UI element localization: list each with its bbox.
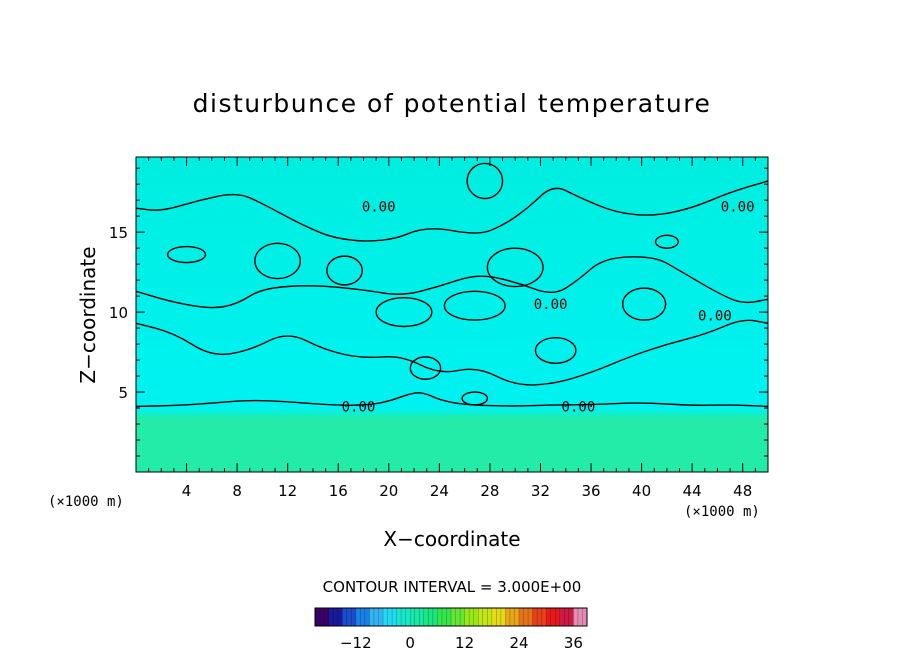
x-tick-label: 44 (683, 482, 702, 500)
colorbar-swatch (342, 608, 357, 626)
contour-lines (136, 162, 768, 408)
colorbar-swatch (369, 608, 384, 626)
contour-label-1: 0.00 (562, 399, 596, 415)
contour-closed-1 (326, 255, 363, 286)
colorbar-swatch (423, 608, 438, 626)
x-tick-label: 12 (278, 482, 297, 500)
x-tick-label: 24 (430, 482, 449, 500)
y-tick-label: 15 (109, 224, 128, 242)
contour-label-3: 0.00 (698, 308, 732, 324)
colorbar-swatch (396, 608, 411, 626)
contour-closed-10 (461, 391, 489, 406)
colorbar-tick-label: −12 (340, 634, 372, 652)
contour-interval-text: CONTOUR INTERVAL = 3.000E+00 (323, 578, 582, 596)
colorbar-swatch (451, 608, 466, 626)
colorbar-swatch (410, 608, 425, 626)
colorbar-swatch (532, 608, 547, 626)
colorbar-swatch (383, 608, 398, 626)
colorbar-swatch (478, 608, 493, 626)
x-axis-label: X−coordinate (383, 527, 520, 551)
contour-closed-4 (486, 247, 544, 288)
colorbar-swatch (437, 608, 452, 626)
contour-closed-6 (621, 287, 667, 321)
x-tick-label: 16 (329, 482, 348, 500)
contour-closed-9 (409, 356, 442, 380)
x-tick-label: 32 (531, 482, 550, 500)
x-tick-label: 4 (182, 482, 192, 500)
colorbar-swatch (464, 608, 479, 626)
contour-closed-5 (534, 336, 577, 364)
colorbar-frame (314, 607, 588, 627)
contour-closed-0 (254, 242, 302, 280)
contour-labels: 0.00 0.00 0.00 0.00 0.00 0.00 (342, 200, 755, 416)
y-tick-label: 5 (118, 384, 128, 402)
x-tick-label: 40 (632, 482, 651, 500)
y-tick-label: 10 (109, 304, 128, 322)
colorbar-tick-label: 36 (564, 634, 583, 652)
colorbar-swatch (328, 608, 343, 626)
contour-line-2 (136, 256, 768, 309)
contour-label-2: 0.00 (534, 297, 568, 313)
x-unit-left: (×1000 m) (48, 494, 124, 510)
x-tick-label: 20 (379, 482, 398, 500)
colorbar-tick-label: 24 (509, 634, 528, 652)
x-tick-label: 28 (480, 482, 499, 500)
contour-label-0: 0.00 (342, 399, 376, 415)
colorbar-swatch (573, 608, 588, 626)
colorbar-swatch (519, 608, 534, 626)
contour-closed-3 (443, 290, 506, 321)
colorbar-swatch (315, 608, 330, 626)
x-tick-label: 8 (232, 482, 242, 500)
contour-label-4: 0.00 (362, 200, 396, 216)
contour-line-3 (136, 319, 768, 386)
colorbar-swatch (355, 608, 370, 626)
contour-closed-2 (375, 297, 433, 328)
contour-closed-11 (654, 234, 679, 249)
colorbar-swatch (491, 608, 506, 626)
colorbar-labels: −12 0 12 24 36 (340, 634, 583, 652)
contour-line-0 (136, 392, 768, 408)
contour-label-5: 0.00 (721, 200, 755, 216)
colorbar (314, 607, 588, 627)
colorbar-tick-label: 12 (455, 634, 474, 652)
contour-closed-8 (166, 245, 207, 264)
colorbar-swatch (546, 608, 561, 626)
axis-ticks (136, 157, 768, 472)
colorbar-tick-label: 0 (405, 634, 415, 652)
colorbar-swatch (559, 608, 574, 626)
contour-closed-7 (466, 162, 504, 200)
x-tick-label: 48 (733, 482, 752, 500)
chart-title: disturbunce of potential temperature (193, 89, 712, 118)
y-axis-label: Z−coordinate (76, 246, 100, 383)
x-tick-label: 36 (581, 482, 600, 500)
x-unit-right: (×1000 m) (684, 504, 760, 520)
colorbar-swatch (505, 608, 520, 626)
contour-line-1 (136, 180, 768, 242)
